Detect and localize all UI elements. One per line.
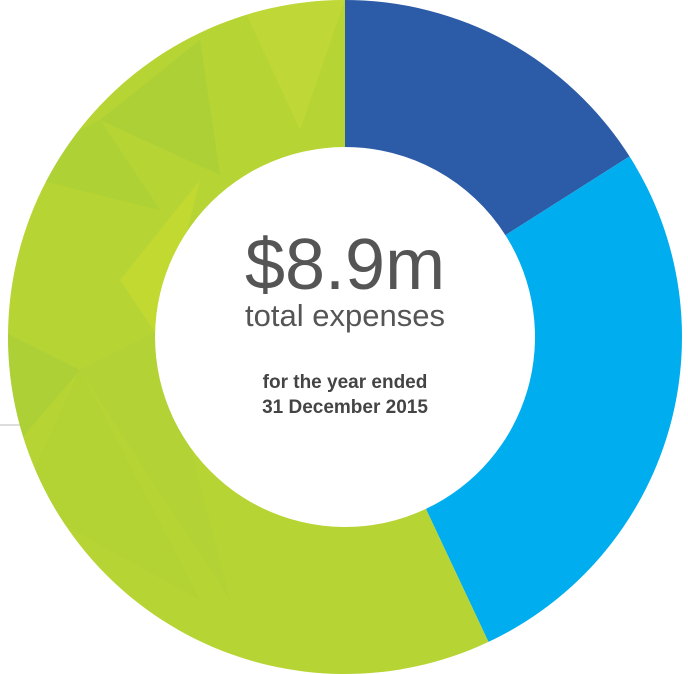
donut-segment [345,0,630,236]
segments [7,0,682,674]
donut-segment [425,156,682,642]
note-line: for the year ended [263,372,428,393]
note-line: 31 December 2015 [262,397,428,418]
center-label: total expenses [245,298,445,333]
center-value: $8.9m [245,225,445,305]
facet-texture [7,0,345,600]
